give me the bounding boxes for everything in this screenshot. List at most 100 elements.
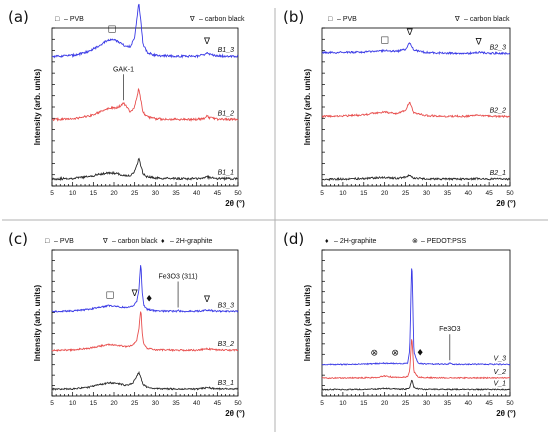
annotation-label: Fe3O3 (311) [158, 273, 197, 280]
peak-marker: □ [108, 24, 117, 34]
legend-text: – carbon black [112, 238, 158, 245]
legend-symbol: □ [328, 16, 333, 23]
peak-marker: ♦ [145, 295, 153, 305]
x-tick-label: 20 [110, 190, 118, 197]
series-label: B3_2 [218, 341, 234, 348]
plot-frame [51, 249, 239, 397]
series-line-b1_1 [51, 157, 239, 182]
x-tick-label: 5 [50, 190, 54, 197]
x-tick-label: 25 [402, 190, 410, 197]
peak-marker: ∇ [406, 28, 414, 38]
y-axis-title: Intensity (arb. units) [303, 284, 312, 361]
y-axis-title: Intensity (arb. units) [33, 68, 42, 145]
x-tick-label: 30 [152, 190, 160, 197]
legend-text: – PVB [64, 16, 84, 23]
x-axis-title: 2θ (°) [496, 409, 516, 418]
series-label: B1_1 [218, 170, 234, 177]
legend-text: – carbon black [464, 16, 510, 23]
x-tick-label: 30 [423, 400, 431, 407]
legend-symbol: ∇ [454, 15, 460, 23]
peak-marker: ♦ [416, 349, 424, 359]
series-label: B1_3 [218, 47, 234, 54]
x-tick-label: 50 [506, 190, 514, 197]
peak-marker: □ [380, 36, 389, 46]
peak-marker: ∇ [203, 37, 211, 47]
x-tick-label: 25 [402, 400, 410, 407]
x-tick-label: 30 [423, 190, 431, 197]
series-line-b2_3 [321, 42, 511, 56]
x-tick-label: 10 [339, 400, 347, 407]
x-tick-label: 45 [485, 190, 493, 197]
series-line-b2_1 [321, 173, 511, 182]
peak-marker: ∇ [203, 295, 211, 305]
x-tick-label: 20 [381, 190, 389, 197]
peak-marker: ⊗ [370, 349, 378, 359]
legend-symbol: ∇ [189, 15, 195, 23]
annotation-label: Fe3O3 [439, 326, 461, 333]
series-line-b1_2 [52, 87, 239, 122]
series-label: B2_3 [490, 44, 506, 51]
panel-label: (d) [283, 230, 304, 248]
x-tick-label: 15 [360, 400, 368, 407]
x-axis-title: 2θ (°) [225, 409, 245, 418]
panel-label: (b) [283, 8, 304, 26]
series-label: B3_3 [218, 302, 234, 309]
x-tick-label: 50 [506, 400, 514, 407]
x-tick-label: 5 [320, 400, 324, 407]
x-tick-label: 40 [465, 400, 473, 407]
legend-text: – 2H-graphite [334, 238, 377, 245]
x-axis-title: 2θ (°) [496, 199, 516, 208]
x-tick-label: 40 [193, 400, 201, 407]
panel-label: (c) [8, 230, 28, 248]
series-line-b3_1 [51, 370, 239, 391]
legend-symbol: □ [45, 238, 50, 245]
x-tick-label: 15 [360, 190, 368, 197]
legend-symbol: ∇ [102, 237, 108, 245]
legend-text: – PVB [54, 238, 74, 245]
series-line-b2_2 [321, 101, 511, 119]
panel-a: (a) □ – PVB ∇ – carbon black 5 10 15 20 25 30 35 40 4… [8, 3, 245, 208]
x-tick-label: 15 [90, 400, 98, 407]
series-label: V_1 [494, 380, 507, 387]
y-axis-title: Intensity (arb. units) [303, 68, 312, 145]
legend-text: – 2H-graphite [170, 238, 213, 245]
peak-marker: □ [106, 290, 115, 300]
legend-symbol: ♦ [325, 238, 329, 245]
legend-text: – PVB [337, 16, 357, 23]
panel-label: (a) [8, 8, 29, 26]
x-tick-label: 35 [444, 190, 452, 197]
peak-marker: ⊗ [391, 349, 399, 359]
series-label: V_2 [494, 369, 507, 376]
panel-b: (b) □ – PVB ∇ – carbon black 5 10 15 20 25 30 35 40 4… [283, 8, 516, 208]
x-tick-label: 35 [444, 400, 452, 407]
annotation-label: GAK-1 [113, 66, 134, 73]
series-label: B1_2 [218, 110, 234, 117]
series-line-b1_3 [51, 3, 239, 59]
legend-text: – PEDOT:PSS [421, 238, 466, 245]
series-label: V_3 [494, 355, 507, 362]
panel-c: (c) □ – PVB ∇ – carbon black ♦ – 2H-graphite 5 1… [8, 230, 245, 418]
x-tick-label: 20 [381, 400, 389, 407]
x-tick-label: 35 [172, 190, 180, 197]
x-tick-label: 5 [50, 400, 54, 407]
x-tick-label: 45 [214, 190, 222, 197]
x-tick-label: 40 [193, 190, 201, 197]
x-tick-label: 50 [234, 190, 242, 197]
legend-symbol: □ [55, 16, 60, 23]
series-line-b3_3 [51, 265, 239, 314]
series-line-v_3 [321, 268, 511, 366]
series-label: B2_1 [490, 170, 506, 177]
x-tick-label: 30 [152, 400, 160, 407]
x-tick-label: 5 [320, 190, 324, 197]
x-tick-label: 35 [172, 400, 180, 407]
series-label: B2_2 [490, 107, 506, 114]
x-tick-label: 25 [131, 190, 139, 197]
series-line-b3_2 [51, 311, 239, 353]
series-label: B3_1 [218, 380, 234, 387]
x-tick-label: 25 [131, 400, 139, 407]
x-tick-label: 10 [69, 400, 77, 407]
x-tick-label: 45 [214, 400, 222, 407]
x-tick-label: 15 [90, 190, 98, 197]
x-tick-label: 10 [339, 190, 347, 197]
